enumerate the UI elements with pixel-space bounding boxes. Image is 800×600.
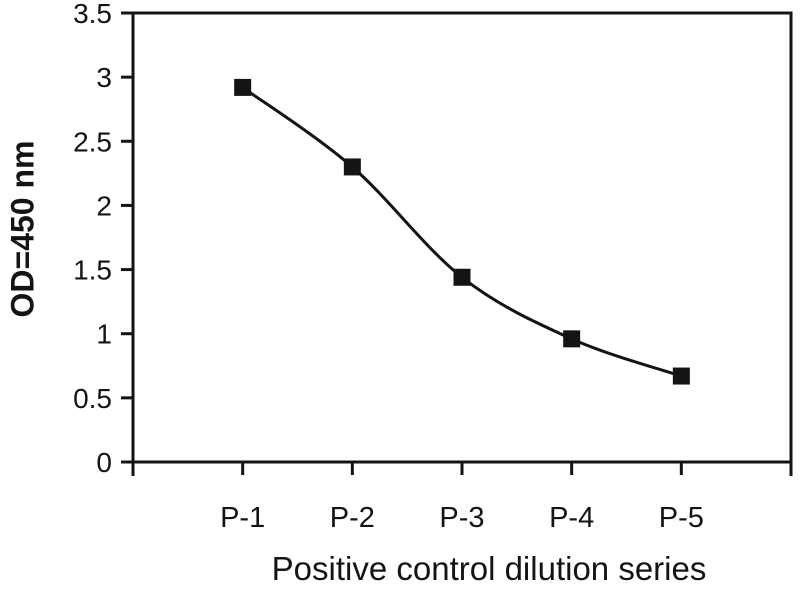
x-axis-title: Positive control dilution series [271, 550, 707, 587]
y-tick-label: 1 [96, 319, 112, 350]
plot-frame [131, 11, 793, 464]
x-tick-label: P-1 [220, 502, 265, 534]
x-tick-label: P-2 [330, 502, 375, 534]
x-tick-label: P-5 [659, 502, 704, 534]
y-tick-label: 3.5 [73, 0, 112, 29]
data-series-line [241, 86, 682, 378]
data-point-marker [672, 367, 690, 385]
data-point-marker [343, 158, 361, 176]
x-tick-label: P-4 [549, 502, 594, 534]
y-tick-label: 2 [96, 190, 112, 221]
y-tick-label: 0 [96, 447, 112, 478]
x-tick-label: P-3 [439, 502, 484, 534]
y-tick-label: 3 [96, 62, 112, 93]
data-point-marker [563, 330, 581, 348]
y-tick-label: 2.5 [73, 126, 112, 157]
y-tick-label: 0.5 [73, 383, 112, 414]
data-point-marker [453, 268, 471, 286]
y-tick-label: 1.5 [73, 255, 112, 286]
data-point-marker [234, 78, 252, 96]
y-axis-title: OD=450 nm [4, 140, 41, 318]
